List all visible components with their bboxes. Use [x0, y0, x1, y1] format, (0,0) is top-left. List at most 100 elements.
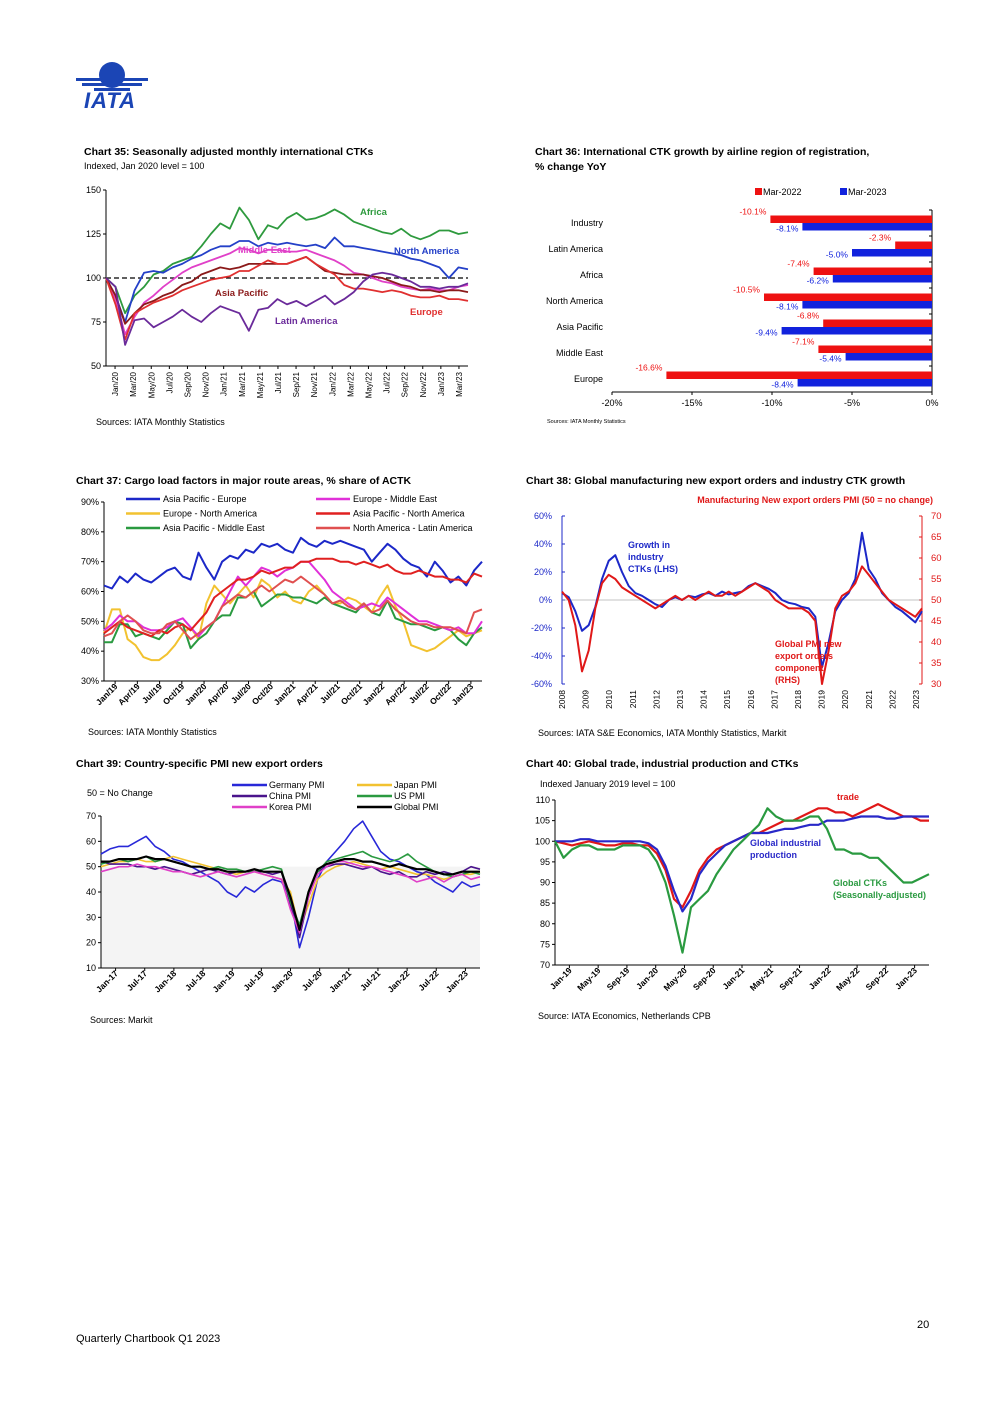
category-label: North America [546, 296, 603, 306]
x-tick-label: Jul/19 [140, 681, 164, 705]
data-label: -8.1% [776, 224, 799, 234]
bar-mar-2023 [852, 249, 932, 257]
bar-mar-2022 [823, 319, 932, 327]
chart39-title: Chart 39: Country-specific PMI new expor… [76, 758, 323, 770]
x-tick-label: Sep/22 [401, 371, 410, 397]
x-tick-label: 2021 [864, 690, 874, 709]
series-label: Africa [360, 207, 388, 218]
series-line-africa [105, 206, 469, 315]
x-tick-label: Sep-20 [691, 965, 718, 992]
category-label: Industry [571, 218, 604, 228]
x-tick-label: Mar/22 [346, 371, 355, 396]
series-line-middle-east [105, 247, 469, 336]
bar-mar-2023 [802, 301, 932, 309]
x-tick-label: May/22 [364, 371, 373, 398]
chart35-source: Sources: IATA Monthly Statistics [96, 417, 225, 427]
series-line-global-ctks-seasonally-adjusted- [554, 807, 930, 954]
series-label: North America [394, 246, 460, 257]
x-tick-label: 0% [925, 398, 938, 408]
series-label: Europe [410, 307, 443, 318]
y-tick-label: 60 [86, 836, 96, 846]
x-tick-label: 2008 [557, 690, 567, 709]
data-label: -8.4% [771, 380, 794, 390]
x-tick-label: Nov/22 [419, 371, 428, 397]
y-tick-label-left: 0% [539, 595, 552, 605]
series-label: Asia Pacific [215, 288, 268, 299]
x-tick-label: May-21 [748, 965, 776, 993]
x-tick-label: Jul/20 [165, 371, 174, 393]
y-tick-label: 95 [540, 857, 550, 867]
x-tick-label: Sep/21 [292, 371, 301, 397]
legend-label: Europe - Middle East [353, 494, 438, 504]
y-tick-label: 20 [86, 938, 96, 948]
y-tick-label: 70% [81, 557, 99, 567]
bar-mar-2022 [813, 267, 932, 275]
category-label: Africa [580, 270, 603, 280]
data-label: -5.4% [819, 354, 842, 364]
chart38-title: Chart 38: Global manufacturing new expor… [526, 475, 906, 487]
series-label: (Seasonally-adjusted) [833, 890, 926, 900]
x-tick-label: 2018 [793, 690, 803, 709]
chart38: Manufacturing New export orders PMI (50 … [531, 495, 942, 709]
y-tick-label-right: 50 [931, 595, 942, 606]
x-tick-label: Mar/20 [129, 371, 138, 396]
x-tick-label: 2017 [769, 690, 779, 709]
x-tick-label: Sep-22 [863, 965, 890, 992]
x-tick-label: Jul/22 [383, 371, 392, 393]
category-label: Latin America [548, 244, 603, 254]
x-tick-label: Jul-22 [416, 968, 441, 993]
x-tick-label: Apr/20 [205, 681, 231, 707]
x-tick-label: Jan-17 [94, 968, 120, 994]
x-tick-label: 2019 [817, 690, 827, 709]
x-tick-label: Mar/21 [238, 371, 247, 396]
series-label: Latin America [275, 316, 338, 327]
bar-mar-2023 [845, 353, 932, 361]
y-tick-label: 150 [86, 185, 101, 195]
chart35-title: Chart 35: Seasonally adjusted monthly in… [84, 146, 374, 158]
category-label: Europe [574, 374, 603, 384]
bar-mar-2022 [764, 293, 932, 301]
x-tick-label: Sep/20 [183, 371, 192, 397]
series-line-china-pmi [100, 860, 481, 939]
bar-mar-2022 [770, 215, 932, 223]
x-tick-label: Oct/19 [161, 681, 187, 707]
x-tick-label: -10% [761, 398, 782, 408]
x-tick-label: Jul-21 [358, 968, 383, 993]
y-tick-label-left: 40% [534, 539, 552, 549]
series-label: Global industrial [750, 838, 821, 848]
x-tick-label: 2014 [699, 690, 709, 709]
bar-mar-2023 [802, 223, 932, 231]
annotation: 50 = No Change [87, 788, 153, 798]
x-tick-label: Jul-18 [183, 968, 208, 993]
x-tick-label: Oct/20 [250, 681, 276, 707]
x-tick-label: Oct/21 [339, 681, 365, 707]
legend-label: Asia Pacific - North America [353, 509, 465, 519]
y-tick-label-right: 60 [931, 553, 942, 564]
series-line-korea-pmi [100, 860, 481, 934]
x-tick-label: May/20 [147, 371, 156, 398]
x-tick-label: Jul-17 [125, 968, 150, 993]
bar-mar-2023 [832, 275, 932, 283]
legend-swatch [840, 188, 847, 195]
series-line-global-pmi [101, 855, 480, 932]
legend-label: Germany PMI [269, 780, 325, 790]
y-tick-label: 50% [81, 616, 99, 626]
chart36-title-line2: % change YoY [535, 161, 607, 173]
x-tick-label: -20% [601, 398, 622, 408]
x-tick-label: 2013 [675, 690, 685, 709]
x-tick-label: Jan-23 [444, 968, 470, 994]
x-tick-label: Jan-23 [893, 965, 919, 991]
data-label: -8.1% [776, 302, 799, 312]
data-label: -9.4% [755, 328, 778, 338]
chart39-source: Sources: Markit [90, 1015, 153, 1025]
data-label: -16.6% [635, 363, 662, 373]
x-tick-label: Apr/19 [116, 681, 142, 707]
x-tick-label: 2009 [581, 690, 591, 709]
x-tick-label: Jan-20 [634, 965, 660, 991]
x-tick-label: Sep-19 [605, 965, 632, 992]
y-tick-label-right: 55 [931, 574, 942, 585]
series-line-europe-north-america [103, 578, 483, 662]
bar-mar-2022 [818, 345, 932, 353]
x-tick-label: 2020 [840, 690, 850, 709]
x-tick-label: 2011 [628, 690, 638, 709]
